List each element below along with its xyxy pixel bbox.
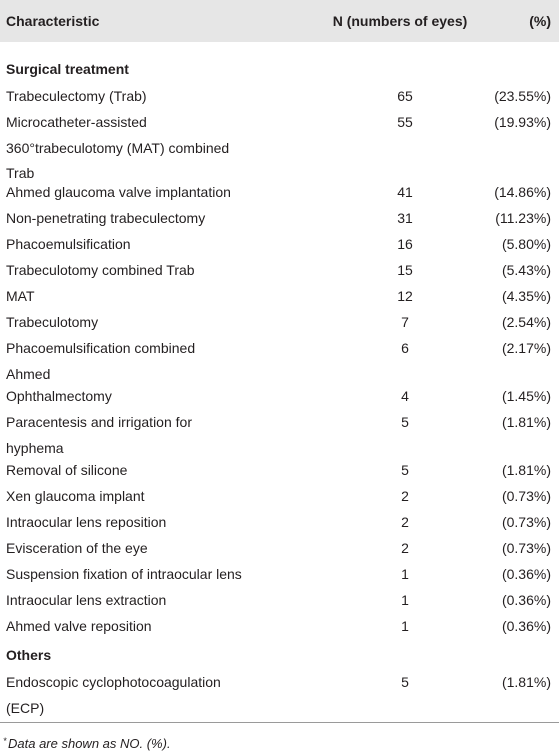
characteristic: Ophthalmectomy xyxy=(6,388,112,404)
n-value: 7 xyxy=(401,314,409,330)
percent-value: (0.73%) xyxy=(501,488,551,504)
section-title: Others xyxy=(6,647,52,663)
n-value: 16 xyxy=(397,236,413,252)
percent-value: (2.17%) xyxy=(501,340,551,356)
characteristic: Xen glaucoma implant xyxy=(6,488,145,504)
characteristic: hyphema xyxy=(6,439,64,456)
percent-value: (0.36%) xyxy=(501,592,551,608)
n-value: 2 xyxy=(401,514,409,530)
percent-value: (19.93%) xyxy=(494,114,551,130)
characteristic: Microcatheter-assisted xyxy=(6,114,147,130)
n-value: 12 xyxy=(397,288,413,304)
header-cell: N (numbers of eyes) xyxy=(332,13,468,29)
percent-value: (11.23%) xyxy=(495,210,551,226)
characteristic: (ECP) xyxy=(6,699,45,716)
percent-value: (1.81%) xyxy=(501,674,551,690)
n-value: 15 xyxy=(397,262,413,278)
percent-value: (0.73%) xyxy=(501,514,551,530)
n-value: 1 xyxy=(401,618,409,634)
n-value: 2 xyxy=(401,488,409,504)
percent-value: (4.35%) xyxy=(501,288,551,304)
characteristic: Ahmed valve reposition xyxy=(6,618,152,634)
n-value: 55 xyxy=(397,114,413,130)
n-value: 5 xyxy=(401,674,409,690)
characteristic: Intraocular lens reposition xyxy=(6,514,167,530)
header-row xyxy=(0,0,559,42)
percent-value: (0.73%) xyxy=(501,540,551,556)
percent-value: (1.81%) xyxy=(501,462,551,478)
characteristic: Trabeculotomy combined Trab xyxy=(6,262,195,278)
characteristic: Paracentesis and irrigation for xyxy=(6,414,192,430)
header-cell: (%) xyxy=(529,13,551,29)
table-rule xyxy=(0,722,559,723)
characteristic: Non-penetrating trabeculectomy xyxy=(6,210,206,226)
n-value: 65 xyxy=(397,88,413,104)
percent-value: (14.86%) xyxy=(494,184,551,200)
characteristic: Endoscopic cyclophotocoagulation xyxy=(6,674,221,690)
n-value: 1 xyxy=(401,566,409,582)
characteristic: Trabeculotomy xyxy=(6,314,99,330)
percent-value: (1.45%) xyxy=(501,388,551,404)
percent-value: (5.43%) xyxy=(501,262,551,278)
n-value: 1 xyxy=(401,592,409,608)
characteristic: Ahmed xyxy=(6,365,51,382)
percent-value: (23.55%) xyxy=(494,88,551,104)
characteristic: Removal of silicone xyxy=(6,462,128,478)
characteristic: 360°trabeculotomy (MAT) combined xyxy=(6,139,230,156)
footnote-marker: * xyxy=(3,736,7,746)
percent-value: (1.81%) xyxy=(501,414,551,430)
characteristic: MAT xyxy=(6,288,35,304)
percent-value: (5.80%) xyxy=(501,236,551,252)
header-cell: Characteristic xyxy=(6,13,100,29)
characteristic: Trabeculectomy (Trab) xyxy=(6,88,147,104)
characteristic: Ahmed glaucoma valve implantation xyxy=(6,184,231,200)
n-value: 5 xyxy=(401,462,409,478)
percent-value: (0.36%) xyxy=(501,566,551,582)
percent-value: (0.36%) xyxy=(501,618,551,634)
characteristic: Phacoemulsification combined xyxy=(6,340,196,356)
section-title: Surgical treatment xyxy=(6,61,129,77)
n-value: 31 xyxy=(397,210,413,226)
n-value: 4 xyxy=(401,388,409,404)
characteristic: Intraocular lens extraction xyxy=(6,592,167,608)
footnote: Data are shown as NO. (%). xyxy=(8,736,171,751)
characteristic: Phacoemulsification xyxy=(6,236,131,252)
characteristic: Trab xyxy=(6,165,35,181)
characteristic: Evisceration of the eye xyxy=(6,540,148,556)
n-value: 41 xyxy=(397,184,413,200)
n-value: 2 xyxy=(401,540,409,556)
percent-value: (2.54%) xyxy=(501,314,551,330)
characteristic: Suspension fixation of intraocular lens xyxy=(6,566,242,582)
n-value: 5 xyxy=(401,414,409,430)
n-value: 6 xyxy=(401,340,409,356)
